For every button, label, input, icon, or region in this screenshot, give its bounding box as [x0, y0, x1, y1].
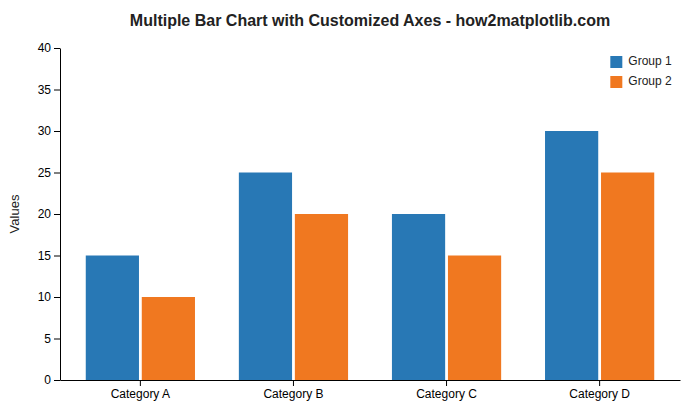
- x-tick-mark: [140, 380, 141, 386]
- bar: [86, 256, 139, 381]
- y-tick: 35: [38, 83, 60, 97]
- bar: [295, 214, 348, 380]
- title: Multiple Bar Chart with Customized Axes …: [130, 12, 610, 29]
- y-tick-mark: [54, 48, 60, 49]
- y-tick-mark: [54, 131, 60, 132]
- x-tick: Category A: [111, 380, 170, 401]
- legend-label: Group 1: [628, 54, 672, 68]
- y-tick-label: 35: [38, 83, 52, 97]
- legend-swatch: [610, 76, 622, 88]
- y-axis: 0 5 10 15 20 25 30 35 40: [38, 41, 61, 387]
- y-tick: 10: [38, 290, 60, 304]
- bar: [448, 256, 501, 381]
- y-tick: 0: [44, 373, 60, 387]
- legend: Group 1 Group 2: [610, 54, 672, 88]
- legend-item: Group 2: [610, 74, 672, 88]
- y-tick: 40: [38, 41, 60, 55]
- y-tick: 30: [38, 124, 60, 138]
- x-tick-label: Category D: [569, 387, 630, 401]
- x-tick-label: Category C: [416, 387, 477, 401]
- chart: Category A Category B Category C Category D…: [0, 0, 700, 420]
- y-tick-label: 30: [38, 124, 52, 138]
- y-tick-mark: [54, 297, 60, 298]
- x-tick-label: Category A: [111, 387, 170, 401]
- legend-item: Group 1: [610, 54, 672, 68]
- bars: [86, 131, 654, 380]
- bar: [142, 297, 195, 380]
- y-tick: 15: [38, 249, 60, 263]
- y-tick-mark: [54, 256, 60, 257]
- legend-swatch: [610, 56, 622, 68]
- y-tick-mark: [54, 173, 60, 174]
- y-tick-label: 0: [44, 373, 51, 387]
- bar: [545, 131, 598, 380]
- y-tick: 25: [38, 166, 60, 180]
- x-tick-mark: [599, 380, 600, 386]
- axis-line: [61, 380, 681, 381]
- x-tick: Category D: [569, 380, 630, 401]
- y-tick-mark: [54, 90, 60, 91]
- axis-line: [60, 49, 61, 381]
- bar: [601, 173, 654, 381]
- x-tick: Category C: [416, 380, 477, 401]
- x-tick-label: Category B: [263, 387, 323, 401]
- y-axis-label: Values: [7, 194, 22, 233]
- y-tick-label: 20: [38, 207, 52, 221]
- y-tick-label: 10: [38, 290, 52, 304]
- y-tick-label: 25: [38, 166, 52, 180]
- y-tick-label: 40: [38, 41, 52, 55]
- y-tick-mark: [54, 339, 60, 340]
- y-tick-mark: [54, 380, 60, 381]
- x-tick-mark: [293, 380, 294, 386]
- x-tick: Category B: [263, 380, 323, 401]
- bar: [239, 173, 292, 381]
- legend-label: Group 2: [628, 74, 672, 88]
- x-axis: Category A Category B Category C Category D: [61, 380, 681, 401]
- y-tick-label: 15: [38, 249, 52, 263]
- y-tick-mark: [54, 214, 60, 215]
- y-tick-label: 5: [44, 332, 51, 346]
- bar: [392, 214, 445, 380]
- plot-area: Category A Category B Category C Category D…: [38, 41, 681, 400]
- y-tick: 5: [44, 332, 60, 346]
- y-tick: 20: [38, 207, 60, 221]
- x-tick-mark: [446, 380, 447, 386]
